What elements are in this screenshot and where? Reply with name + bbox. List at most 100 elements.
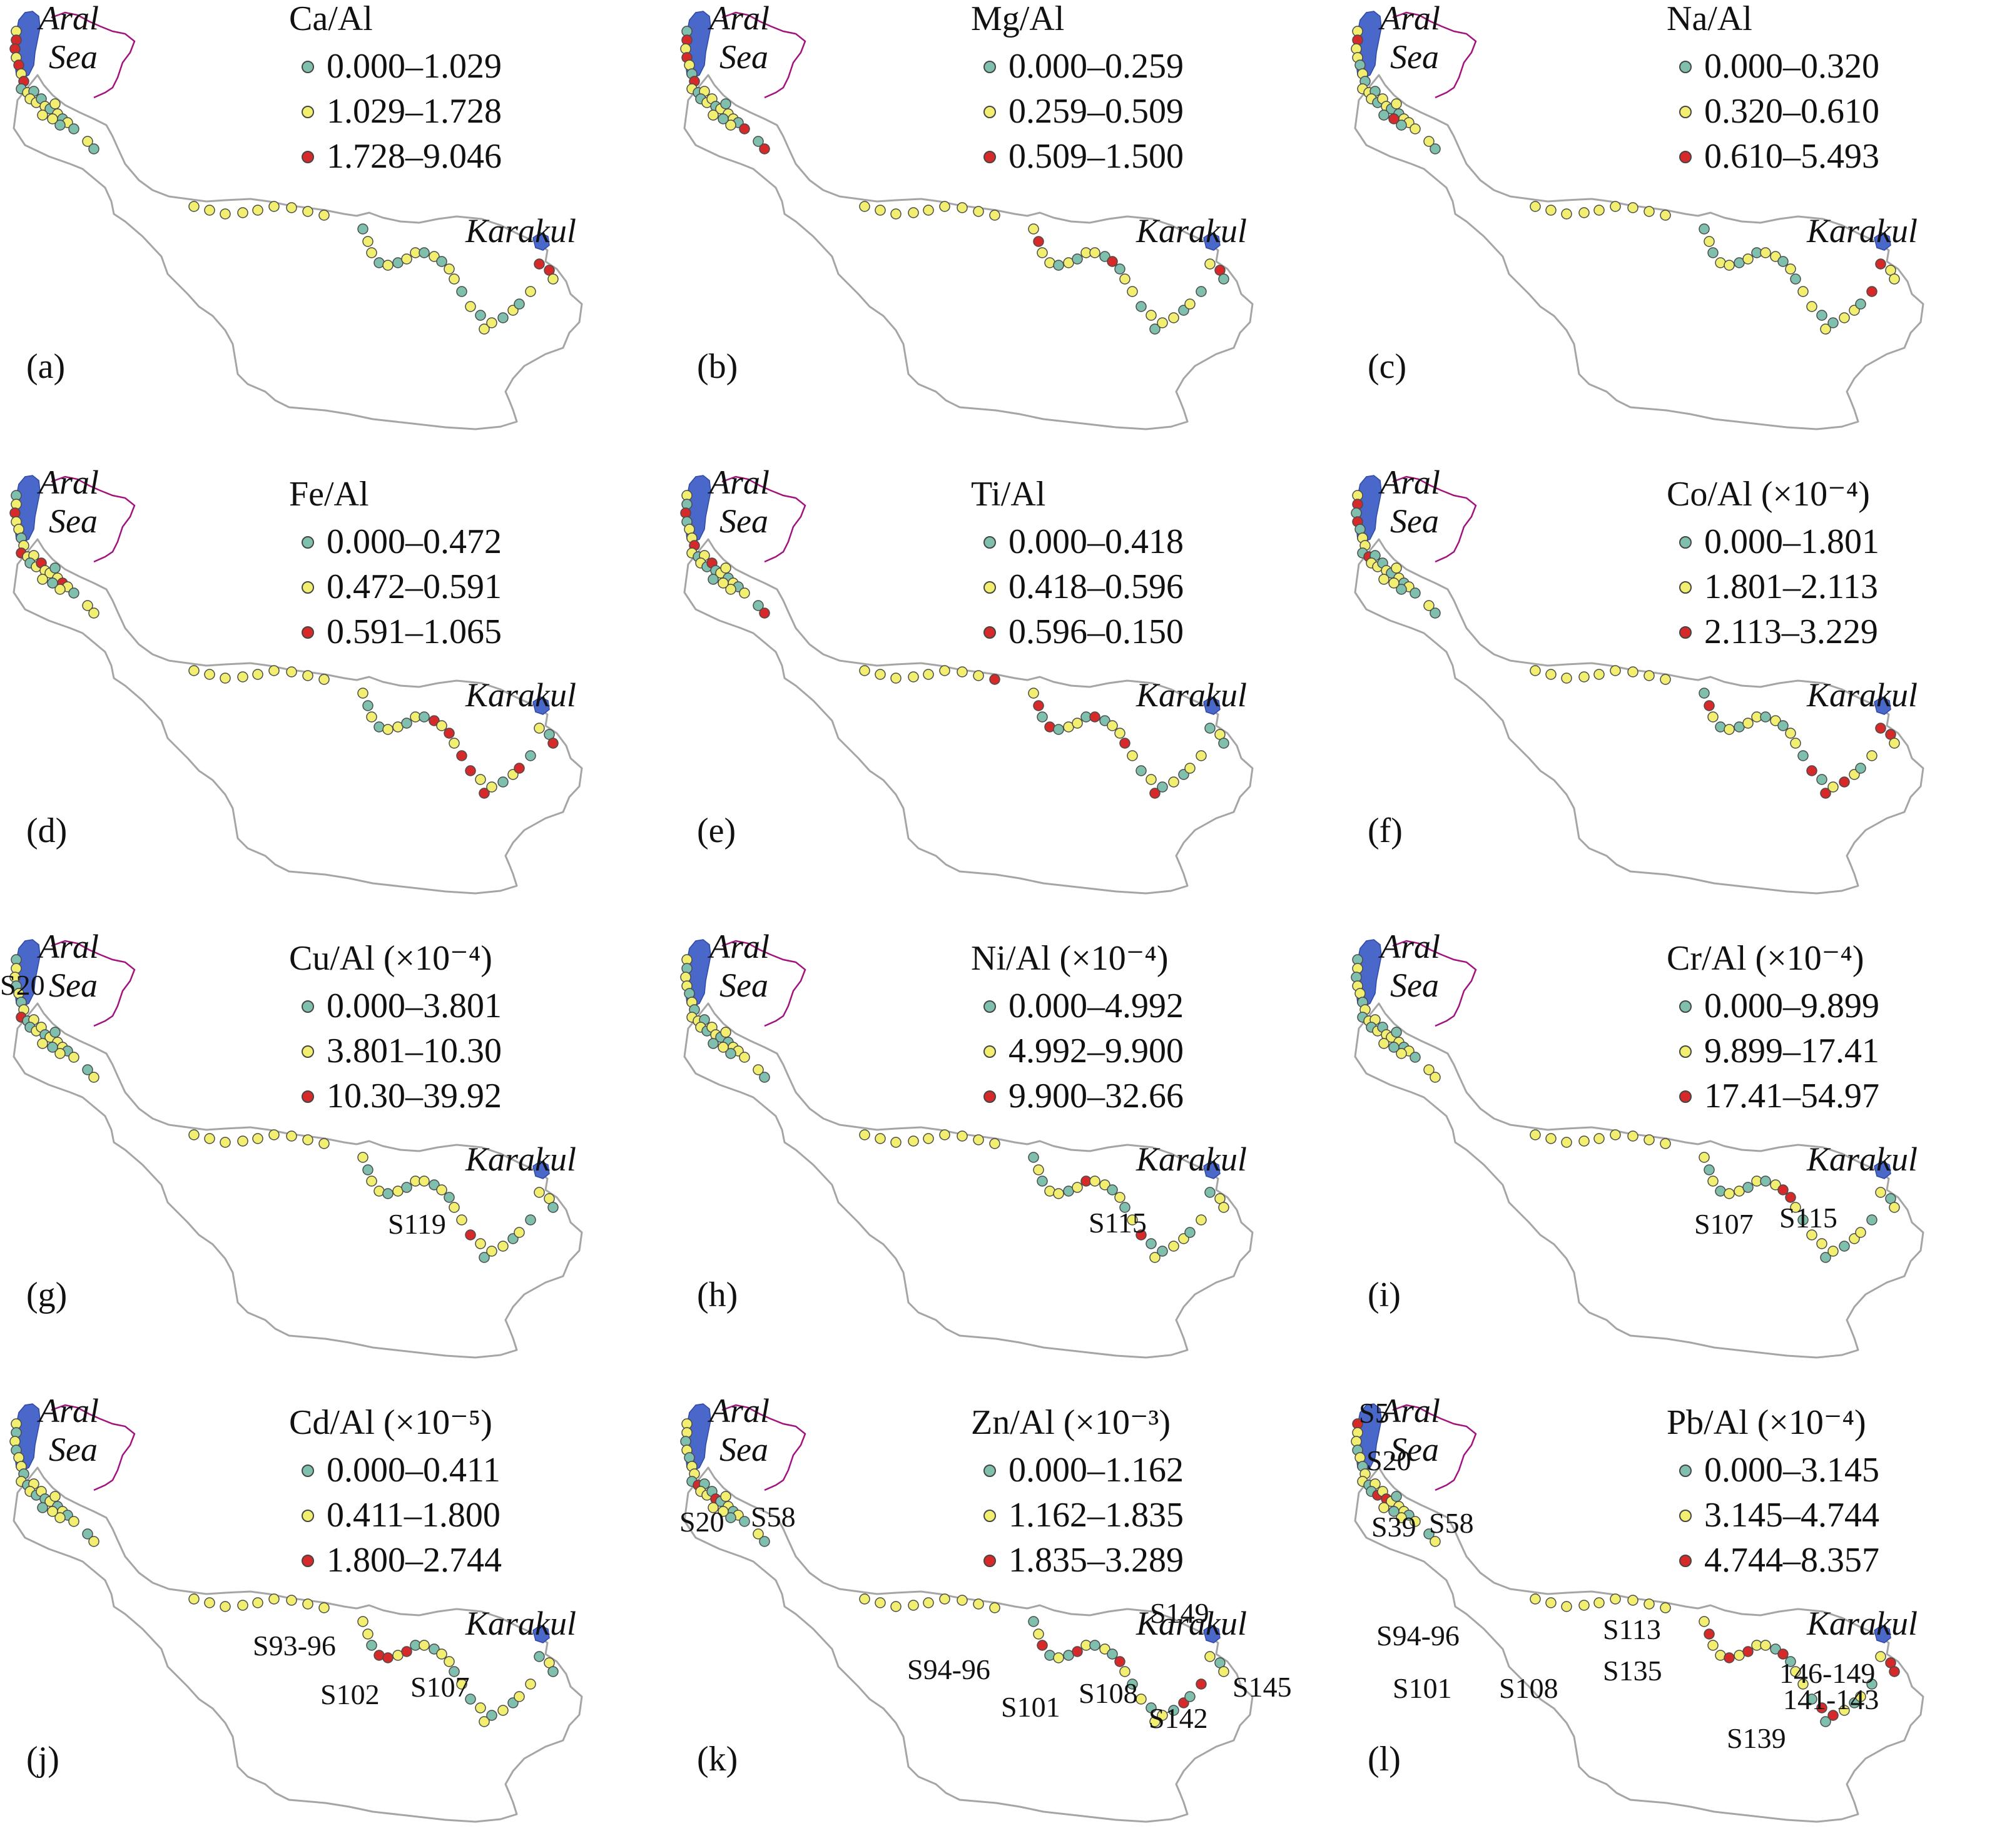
aral-sea-label: Sea (49, 1431, 98, 1468)
sample-site-point (88, 1072, 99, 1083)
sample-site-point (318, 674, 330, 685)
sample-site-point (739, 1052, 750, 1063)
legend-swatch (983, 1555, 996, 1567)
sample-site-point (1053, 1188, 1064, 1199)
sample-site-point (456, 1678, 467, 1690)
legend-class-range: 1.728–9.046 (327, 137, 502, 176)
legend-class-range: 0.000–9.899 (1704, 987, 1879, 1025)
aral-sea-label: Sea (719, 1431, 768, 1468)
sample-site-point (1742, 1182, 1754, 1193)
site-label: S107 (410, 1671, 470, 1703)
sample-site-point (514, 763, 525, 774)
sample-site-point (1184, 1691, 1196, 1702)
legend-class-range: 0.411–1.800 (327, 1496, 500, 1535)
sample-site-point (1827, 317, 1839, 328)
sample-site-point (718, 113, 729, 124)
sample-site-point (188, 1593, 200, 1605)
sample-site-point (1806, 1229, 1817, 1241)
sample-site-point (720, 1491, 731, 1502)
sample-site-point (362, 1164, 373, 1175)
map-svg-i (1351, 939, 1924, 1359)
sample-site-point (37, 1502, 48, 1513)
sample-site-point (1561, 1601, 1572, 1612)
sample-site-point (1644, 1134, 1655, 1145)
legend-class-range: 10.30–39.92 (327, 1077, 502, 1115)
aral-sea-label: Sea (1390, 38, 1439, 76)
aral-sea-former-shoreline (51, 1404, 136, 1491)
map-svg-g (9, 939, 583, 1359)
site-label: S93-96 (253, 1630, 336, 1662)
sample-site-point (465, 1229, 476, 1241)
legend-swatch (1679, 1090, 1692, 1103)
sample-site-point (908, 1600, 919, 1611)
legend-class-range: 0.000–1.801 (1704, 522, 1879, 561)
basin-boundary (13, 538, 583, 895)
sample-site-point (419, 1175, 430, 1187)
karakul-label: Karakul (1136, 212, 1247, 250)
map-svg-f (1351, 475, 1924, 895)
site-label: 146-149 (1779, 1657, 1876, 1689)
sample-site-point (362, 1628, 373, 1640)
aral-sea-former-shoreline (721, 1404, 806, 1491)
legend-swatch (983, 61, 996, 73)
basin-boundary (13, 1466, 583, 1823)
sample-site-point (49, 1491, 61, 1502)
map-panel-k: Aral Sea Karakul (k) Zn/Al (×10⁻³) 0.000–1.16… (671, 1393, 1341, 1848)
map-panel-b: Aral Sea Karakul (b) Mg/Al 0.000–0.259 0.259–0… (671, 0, 1341, 455)
sample-site-point (357, 688, 368, 699)
sample-site-point (436, 256, 447, 267)
sample-site-point (1218, 1202, 1229, 1213)
site-label: S94-96 (1376, 1620, 1460, 1652)
sample-site-point (875, 1133, 886, 1144)
site-label: S58 (1429, 1507, 1474, 1539)
legend-title: Na/Al (1667, 0, 1752, 38)
sample-site-point (1644, 1598, 1655, 1610)
sample-site-point (252, 205, 263, 216)
sample-site-point (456, 750, 467, 761)
sample-site-point (1089, 1175, 1100, 1187)
legend-swatch (302, 626, 314, 639)
sample-site-point (302, 670, 313, 681)
legend-class-range: 0.259–0.509 (1009, 92, 1184, 131)
sample-site-point (1866, 1214, 1877, 1226)
sample-site-point (37, 1038, 48, 1049)
aral-sea-former-shoreline (1392, 940, 1477, 1027)
site-label: S145 (1232, 1671, 1292, 1703)
sample-site-point (1627, 1595, 1639, 1606)
sample-site-point (1578, 1600, 1590, 1611)
aral-sea-label: Aral (1380, 464, 1441, 501)
sample-site-point (237, 1600, 248, 1611)
sample-site-point (1627, 666, 1639, 678)
sample-site-point (220, 208, 231, 220)
sample-site-point (1378, 109, 1390, 121)
sample-site-point (1430, 1536, 1441, 1547)
sample-site-point (1704, 700, 1715, 711)
sample-site-point (908, 1135, 919, 1147)
sample-site-point (1168, 1241, 1179, 1252)
sample-site-point (1127, 1214, 1138, 1226)
aral-sea-label: Aral (709, 0, 770, 37)
sample-site-point (1196, 750, 1207, 761)
sample-site-point (939, 665, 950, 676)
map-svg-l (1351, 1403, 1924, 1823)
panel-label: (e) (697, 811, 736, 850)
legend-title: Ni/Al (×10⁻⁴) (971, 939, 1169, 978)
sample-site-point (1157, 781, 1168, 793)
sample-site-point (1028, 1616, 1039, 1627)
legend-title: Co/Al (×10⁻⁴) (1667, 475, 1870, 514)
map-svg-k (680, 1403, 1254, 1823)
sample-site-point (1704, 236, 1715, 247)
sample-site-point (382, 1188, 394, 1199)
map-svg-h (680, 939, 1254, 1359)
site-label: S5 (1359, 1397, 1390, 1429)
sample-site-point (1149, 1716, 1161, 1727)
site-label: S115 (1779, 1202, 1837, 1234)
legend-title: Zn/Al (×10⁻³) (971, 1403, 1171, 1442)
sample-site-point (859, 1593, 870, 1605)
legend-class-range: 1.029–1.728 (327, 92, 502, 131)
sample-site-point (718, 1042, 729, 1053)
sample-site-point (1545, 1597, 1557, 1608)
legend-title: Cd/Al (×10⁻⁵) (289, 1403, 492, 1442)
sample-site-point (1378, 1038, 1390, 1049)
sample-site-point (1053, 260, 1064, 271)
